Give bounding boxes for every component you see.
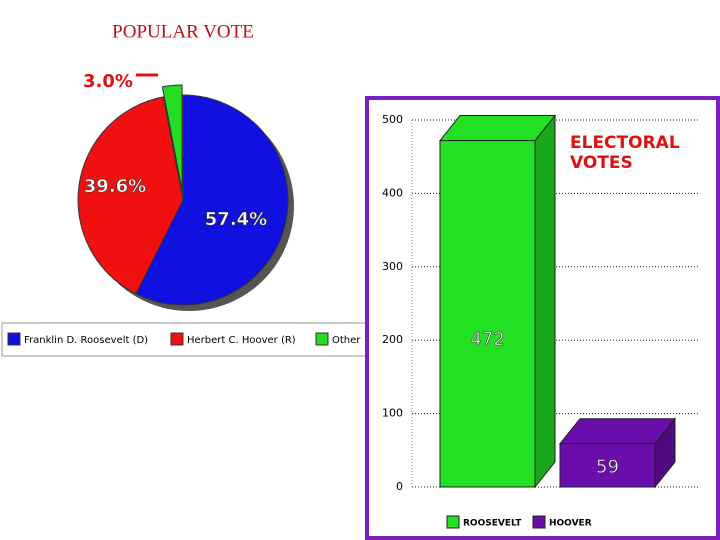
pie-legend-box xyxy=(1,322,369,357)
legend-swatch xyxy=(532,515,546,529)
y-tick-label: 500 xyxy=(382,113,403,126)
pie-value-label: 57.4% xyxy=(205,209,267,230)
bar-value-label: 472 xyxy=(470,329,504,350)
y-tick-label: 400 xyxy=(382,186,403,199)
legend-label: Herbert C. Hoover (R) xyxy=(187,335,296,346)
legend-swatch xyxy=(7,332,21,346)
bar-value-label: 59 xyxy=(596,456,619,477)
legend-label: Franklin D. Roosevelt (D) xyxy=(24,335,148,346)
y-tick-label: 300 xyxy=(382,260,403,273)
pie-value-label: 3.0% xyxy=(83,71,133,92)
bar xyxy=(559,443,656,488)
legend-swatch xyxy=(446,515,460,529)
bar-title: ELECTORAL VOTES xyxy=(570,133,680,173)
y-tick-label: 200 xyxy=(382,333,403,346)
legend-swatch xyxy=(315,332,329,346)
pie-slice xyxy=(77,96,184,295)
bar-top xyxy=(558,418,677,445)
bar-top xyxy=(438,115,557,142)
legend-label: Other xyxy=(332,335,361,346)
bar-side-shade xyxy=(655,418,675,487)
pie-title: POPULAR VOTE xyxy=(112,21,254,42)
bar xyxy=(439,140,536,488)
bar-side-shade xyxy=(535,115,555,487)
y-tick-label: 0 xyxy=(396,480,403,493)
legend-label: HOOVER xyxy=(549,519,592,529)
legend-label: ROOSEVELT xyxy=(463,519,522,529)
y-tick-label: 100 xyxy=(382,407,403,420)
pie-slice xyxy=(135,94,289,306)
pie-slice xyxy=(161,84,183,191)
pie-value-label: 39.6% xyxy=(84,176,146,197)
legend-swatch xyxy=(170,332,184,346)
